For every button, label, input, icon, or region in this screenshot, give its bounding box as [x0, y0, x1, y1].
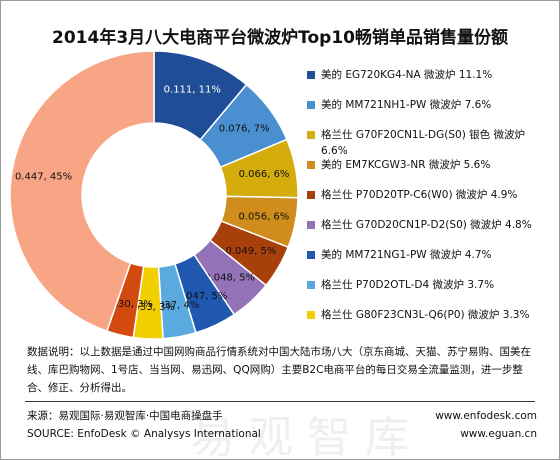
data-label: 0.037, 4% — [149, 300, 200, 311]
legend-swatch — [307, 71, 315, 79]
url: www.eguan.cn — [460, 428, 537, 440]
legend-label: 美的 EG720KG4-NA 微波炉 11.1% — [321, 69, 493, 81]
legend-label: 格兰仕 P70D2OTL-D4 微波炉 3.7% — [321, 279, 495, 291]
chart-title: 2014年3月八大电商平台微波炉Top10畅销单品销售量份额 — [52, 28, 508, 48]
legend-label: 格兰仕 G70F20CN1L-DG(S0) 银色 微波炉 6.6% — [321, 129, 525, 157]
data-label: 0.066, 6% — [239, 169, 290, 180]
legend-swatch — [307, 131, 315, 139]
data-label: 0.447, 45% — [15, 171, 72, 182]
source-cn: 来源：易观国际·易观智库·中国电商操盘手 — [27, 410, 223, 422]
legend-label: 格兰仕 P70D20TP-C6(W0) 微波炉 4.9% — [321, 189, 518, 201]
legend-swatch — [307, 191, 315, 199]
legend-item: 美的 MM721NG1-PW 微波炉 4.7% — [307, 247, 547, 277]
source: 来源：易观国际·易观智库·中国电商操盘手 SOURCE: EnfoDesk © … — [27, 407, 261, 443]
legend-item: 格兰仕 G70F20CN1L-DG(S0) 银色 微波炉 6.6% — [307, 127, 547, 157]
urls: www.enfodesk.com www.eguan.cn — [435, 407, 537, 443]
divider — [25, 401, 535, 402]
source-en: SOURCE: EnfoDesk © Analysys Internationa… — [27, 428, 261, 440]
data-label: 0.076, 7% — [219, 124, 270, 135]
url: www.enfodesk.com — [435, 410, 537, 422]
slice — [9, 50, 155, 333]
notes: 数据说明：以上数据是通过中国网购商品行情系统对中国大陆市场八大（京东商城、天猫、… — [27, 346, 531, 394]
legend-swatch — [307, 251, 315, 259]
legend-swatch — [307, 281, 315, 289]
legend-item: 格兰仕 G70D20CN1P-D2(S0) 微波炉 4.8% — [307, 217, 547, 247]
data-label: 0.056, 6% — [238, 212, 289, 223]
legend-label: 美的 EM7KCGW3-NR 微波炉 5.6% — [321, 159, 491, 171]
legend-label: 格兰仕 G70D20CN1P-D2(S0) 微波炉 4.8% — [321, 219, 532, 231]
legend-item: 格兰仕 G80F23CN3L-Q6(P0) 微波炉 3.3% — [307, 307, 547, 337]
legend-swatch — [307, 101, 315, 109]
watermark: 易观智库 — [191, 412, 423, 460]
legend-item: 格兰仕 P70D2OTL-D4 微波炉 3.7% — [307, 277, 547, 307]
legend-swatch — [307, 161, 315, 169]
legend-label: 格兰仕 G80F23CN3L-Q6(P0) 微波炉 3.3% — [321, 309, 530, 321]
data-label: 0.049, 5% — [226, 246, 277, 257]
legend-label: 美的 MM721NG1-PW 微波炉 4.7% — [321, 249, 492, 261]
data-label: 0.030, 3% — [102, 299, 153, 310]
legend-swatch — [307, 311, 315, 319]
data-label: 0.048, 5% — [204, 273, 255, 284]
legend-item: 美的 EM7KCGW3-NR 微波炉 5.6% — [307, 157, 547, 187]
legend-label: 美的 MM721NH1-PW 微波炉 7.6% — [321, 99, 492, 111]
legend-item: 格兰仕 P70D20TP-C6(W0) 微波炉 4.9% — [307, 187, 547, 217]
legend-item: 美的 EG720KG4-NA 微波炉 11.1% — [307, 67, 547, 97]
legend-item: 美的 MM721NH1-PW 微波炉 7.6% — [307, 97, 547, 127]
legend-swatch — [307, 221, 315, 229]
data-label: 0.047, 5% — [177, 291, 228, 302]
legend: 美的 EG720KG4-NA 微波炉 11.1% 美的 MM721NH1-PW 微… — [307, 67, 547, 337]
data-label: 0.111, 11% — [164, 85, 221, 96]
data-label: 0.033, 3% — [124, 302, 175, 313]
